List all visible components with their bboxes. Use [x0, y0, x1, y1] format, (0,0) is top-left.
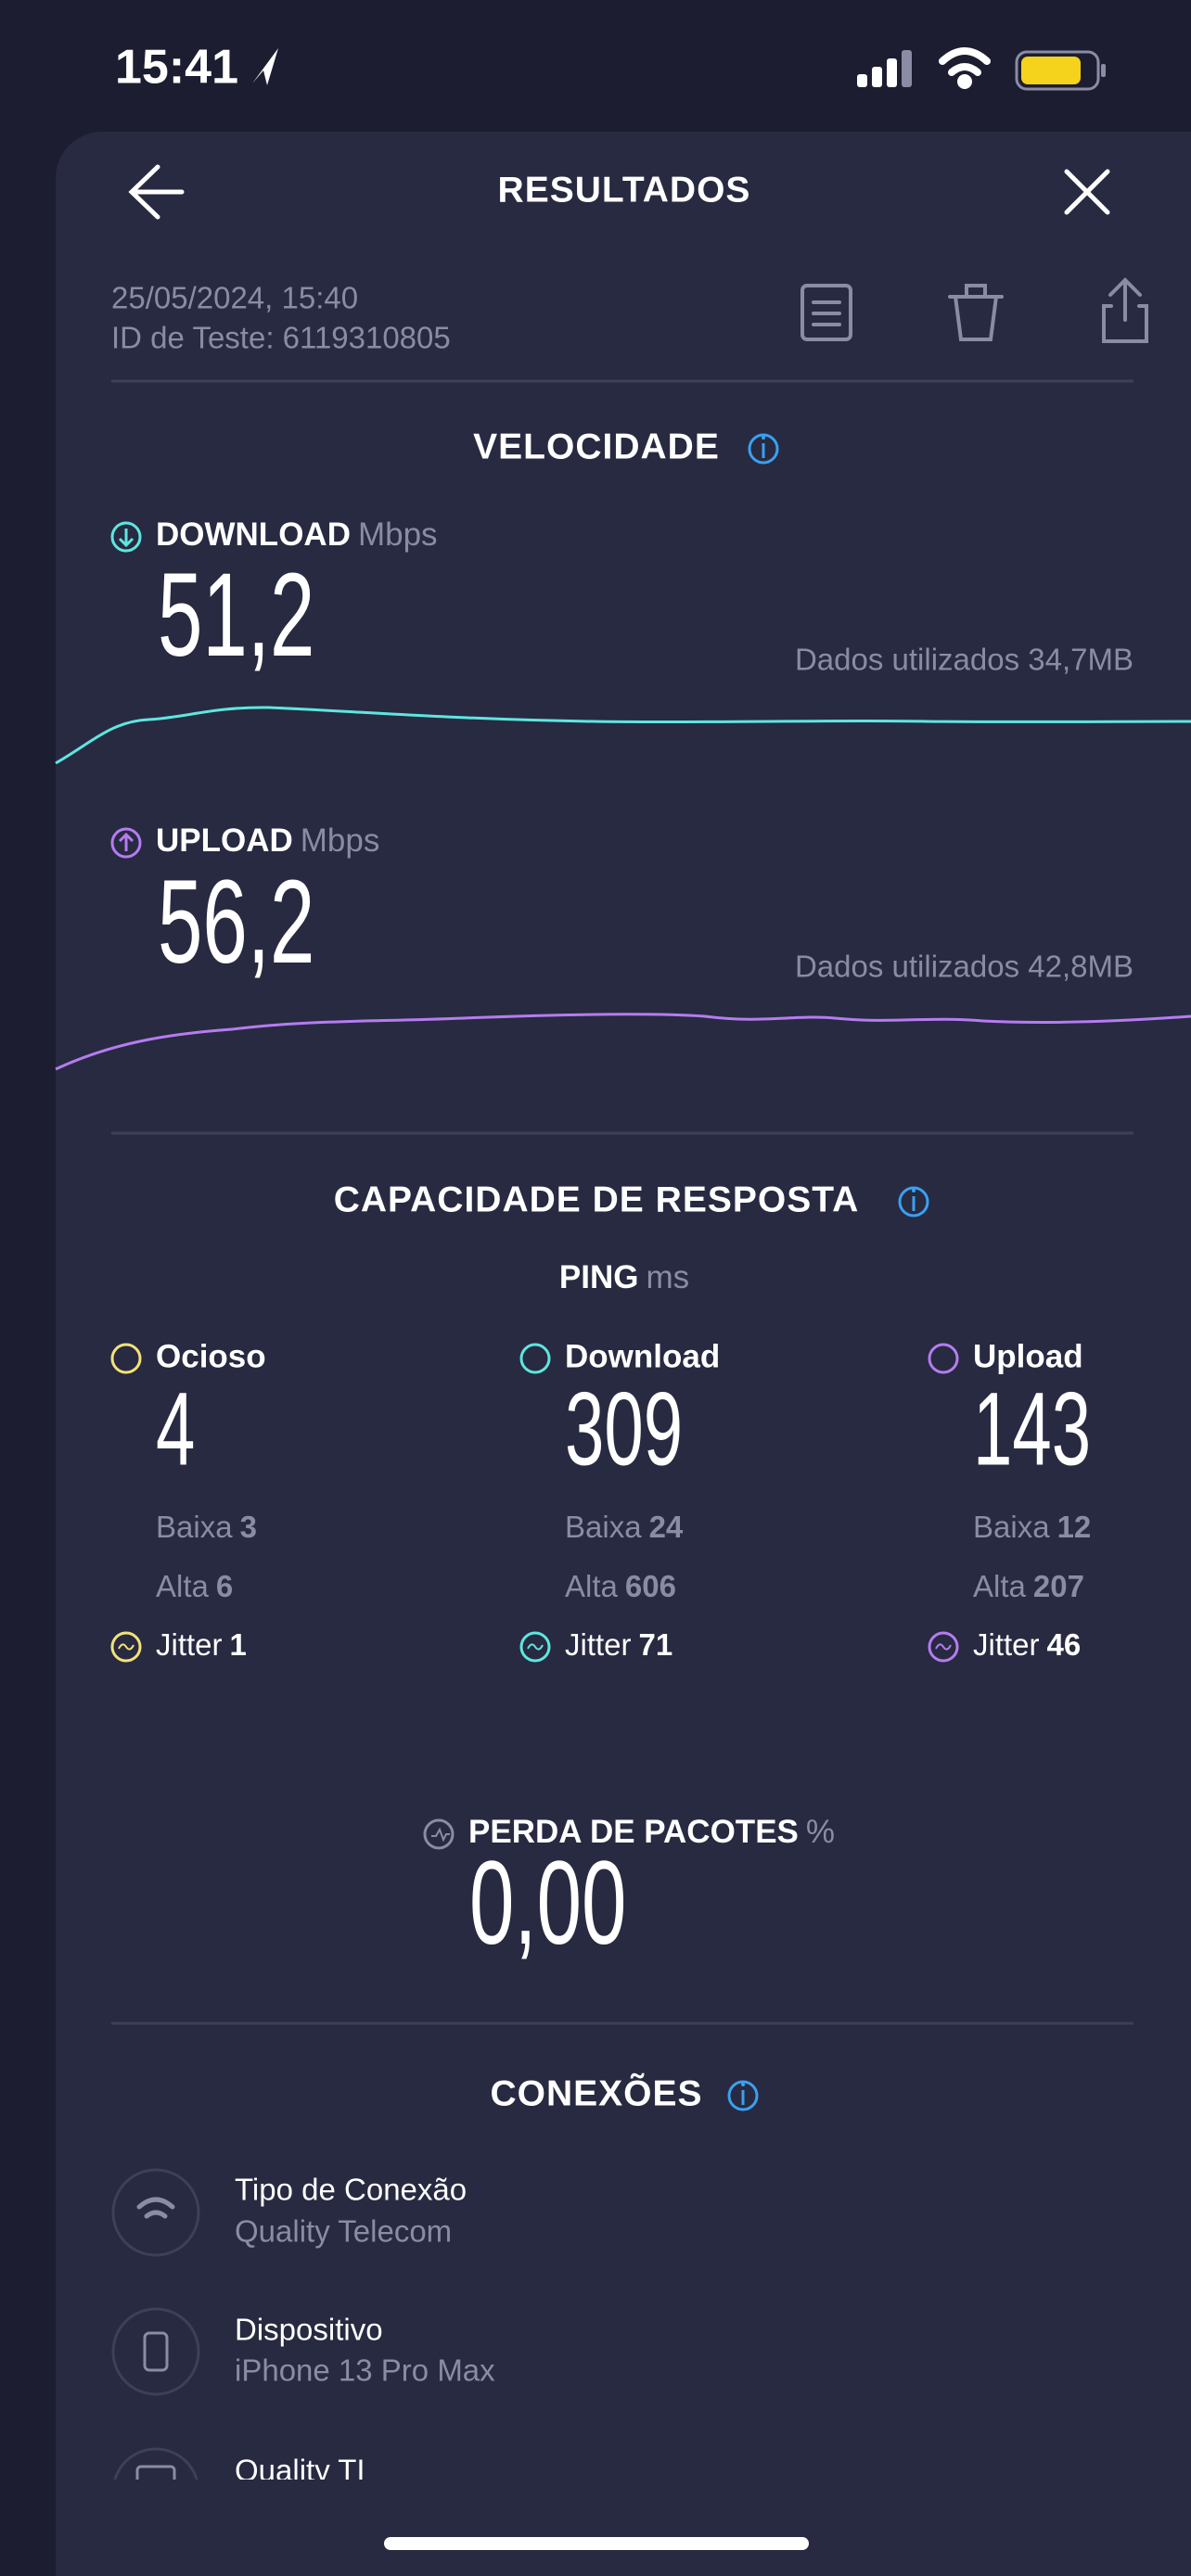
download-data-used: Dados utilizados 34,7MB: [795, 643, 1133, 677]
ping-value: 143: [973, 1371, 1091, 1487]
jitter-icon: [110, 1631, 142, 1663]
ping-high-value: 606: [625, 1569, 676, 1603]
download-icon: [110, 521, 142, 553]
packet-loss-value: 0,00: [469, 1837, 626, 1970]
results-card: [56, 132, 1191, 2576]
ping-low-value: 12: [1057, 1510, 1092, 1544]
jitter-label: Jitter: [973, 1627, 1040, 1662]
responsiveness-title: CAPACIDADE DE RESPOSTA: [334, 1180, 860, 1219]
jitter-wave: [935, 1643, 952, 1651]
ping-high-label: Alta: [156, 1569, 210, 1603]
ping-icon: [110, 1343, 142, 1374]
download-graph: [55, 706, 1191, 765]
ping-column-label: Ocioso: [156, 1338, 266, 1374]
device-title: Dispositivo: [235, 2313, 383, 2347]
ping-low-label: Baixa: [565, 1510, 642, 1544]
upload-unit: Mbps: [301, 823, 380, 859]
test-datetime: 25/05/2024, 15:40: [111, 281, 358, 315]
ping-column-label: Download: [565, 1338, 720, 1374]
server-icon: [113, 2447, 198, 2480]
close-button[interactable]: [1064, 169, 1110, 215]
ping-high-value: 6: [216, 1569, 233, 1603]
ping-low-value: 3: [240, 1510, 257, 1544]
ping-column-label: Upload: [973, 1338, 1083, 1374]
test-id: ID de Teste: 6119310805: [111, 321, 451, 355]
battery-icon: [1015, 50, 1106, 91]
signal-icon: [857, 50, 912, 87]
location-icon: [252, 48, 278, 85]
jitter-icon: [519, 1631, 551, 1663]
ping-value: 309: [565, 1371, 683, 1487]
ping-value: 4: [156, 1371, 195, 1487]
info-icon[interactable]: [727, 2080, 759, 2111]
ping-low-label: Baixa: [973, 1510, 1050, 1544]
share-button[interactable]: [1102, 277, 1148, 343]
speed-title: VELOCIDADE: [473, 427, 720, 466]
delete-button[interactable]: [948, 284, 1004, 341]
header-title: RESULTADOS: [498, 170, 751, 210]
home-indicator: [384, 2537, 809, 2550]
ping-high-value: 207: [1033, 1569, 1084, 1603]
device-subtitle: iPhone 13 Pro Max: [235, 2353, 495, 2388]
download-value: 51,2: [158, 549, 314, 682]
jitter-value: 1: [230, 1627, 247, 1662]
jitter-wave: [527, 1643, 544, 1651]
download-label: DOWNLOAD: [156, 516, 351, 553]
status-time: 15:41: [115, 41, 238, 95]
jitter-icon: [928, 1631, 959, 1663]
connections-title: CONEXÕES: [490, 2072, 702, 2113]
ping-icon: [928, 1343, 959, 1374]
connection-icon: [111, 2168, 200, 2257]
ping-low-label: Baixa: [156, 1510, 233, 1544]
info-icon[interactable]: [898, 1186, 929, 1218]
upload-label: UPLOAD: [156, 823, 293, 859]
ping-high-label: Alta: [565, 1569, 619, 1603]
ping-low-value: 24: [649, 1510, 684, 1544]
download-unit: Mbps: [358, 516, 438, 553]
jitter-label: Jitter: [156, 1627, 223, 1662]
connection-subtitle: Quality Telecom: [235, 2214, 452, 2249]
connection-title: Tipo de Conexão: [235, 2173, 467, 2207]
upload-icon: [110, 827, 142, 859]
packet-loss-unit: %: [806, 1814, 835, 1850]
jitter-value: 71: [639, 1627, 673, 1662]
info-icon[interactable]: [748, 433, 779, 465]
server-title: Quality TI: [235, 2454, 365, 2488]
ping-icon: [519, 1343, 551, 1374]
upload-value: 56,2: [158, 856, 314, 988]
upload-graph: [55, 1013, 1191, 1071]
report-button[interactable]: [800, 284, 852, 341]
back-button[interactable]: [128, 164, 185, 220]
svg-text:PERDA DE PACOTES%: PERDA DE PACOTES%: [468, 1814, 835, 1850]
packet-loss-label: PERDA DE PACOTES: [468, 1814, 799, 1850]
jitter-value: 46: [1047, 1627, 1082, 1662]
packet-loss-icon: [423, 1818, 455, 1850]
ping-high-label: Alta: [973, 1569, 1027, 1603]
device-icon: [111, 2307, 200, 2396]
ping-unit: ms: [646, 1259, 689, 1295]
wifi-icon: [939, 47, 991, 89]
jitter-wave: [118, 1643, 134, 1651]
upload-data-used: Dados utilizados 42,8MB: [795, 950, 1133, 984]
ping-label: PING: [559, 1259, 639, 1295]
jitter-label: Jitter: [565, 1627, 632, 1662]
